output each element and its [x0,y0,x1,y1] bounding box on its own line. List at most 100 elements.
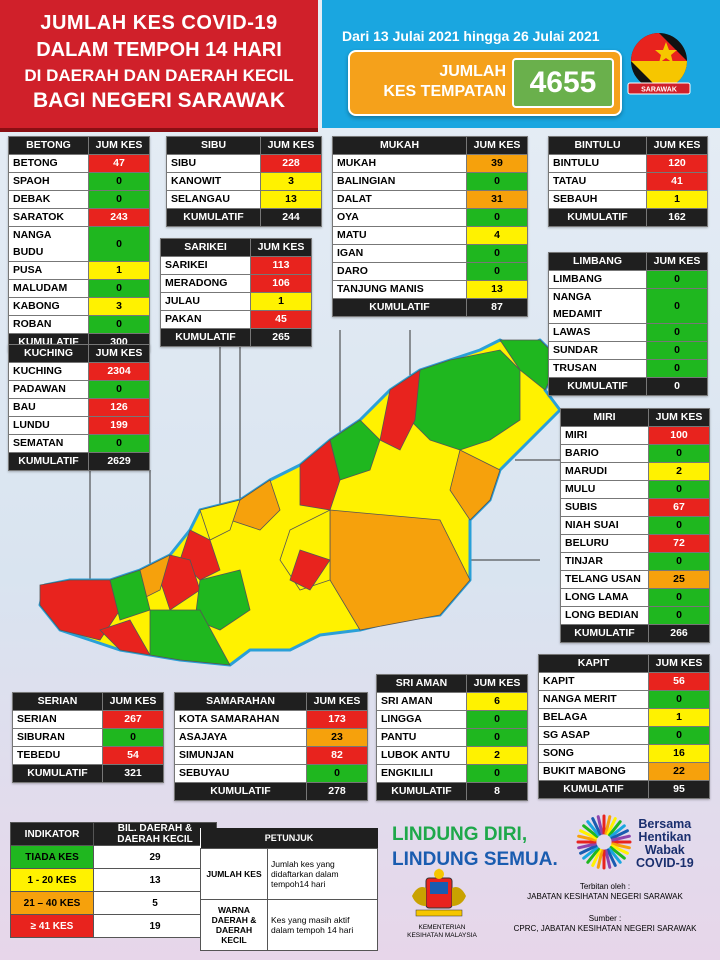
table-bintulu: BINTULU JUM KES BINTULU 120 TATAU 41 SEBAUH 1 K… [548,136,708,227]
table-miri: MIRI JUM KES MIRI 100 BARIO 0 MARUDI 2 MULU 0 SUB… [560,408,710,643]
district-name: ASAJAYA [174,728,307,747]
table-row: BELAGA 1 [538,708,710,727]
case-count: 2 [648,462,710,481]
region-kuching [39,579,121,641]
district-name: TINJAR [560,552,649,571]
table-row: NANGA MEDAMIT 0 [548,288,708,324]
kkm-label: KEMENTERIAN KESIHATAN MALAYSIA [407,924,477,939]
case-count: 72 [648,534,710,553]
region-telang-usan [449,449,501,521]
table-row: IGAN 0 [332,244,528,263]
table-row: DALAT 31 [332,190,528,209]
case-count: 1 [250,292,312,311]
kkm-crest-icon [412,868,466,917]
table-row: KUCHING 2304 [8,362,150,381]
district-name: BAU [8,398,89,417]
table-row: SIBURAN 0 [12,728,164,747]
district-name: PUSA [8,261,89,280]
case-count: 0 [88,226,150,262]
total-cases-box: JUMLAH KES TEMPATAN 4655 [348,50,622,116]
district-name: SG ASAP [538,726,649,745]
district-name: NIAH SUAI [560,516,649,535]
legend-count: 5 [93,891,217,915]
case-count: 0 [88,315,150,334]
district-name: SUNDAR [548,341,647,360]
district-name: MERADONG [160,274,251,293]
case-count: 0 [88,172,150,191]
case-count: 13 [260,190,322,209]
case-count: 2304 [88,362,150,381]
district-name: LIMBANG [548,270,647,289]
district-name: BUKIT MABONG [538,762,649,781]
total-value: 4655 [512,58,614,108]
publisher-info: Terbitan oleh : JABATAN KESIHATAN NEGERI… [513,882,697,933]
district-name: SIBU [166,154,261,173]
table-row: JULAU 1 [160,292,312,311]
table-row: NIAH SUAI 0 [560,516,710,535]
case-count: 0 [466,710,528,729]
kumulatif-value: 0 [646,377,708,396]
district-name: MALUDAM [8,279,89,298]
table-row: OYA 0 [332,208,528,227]
district-name: KOTA SAMARAHAN [174,710,307,729]
case-count: 39 [466,154,528,173]
header-total-panel: Dari 13 Julai 2021 hingga 26 Julai 2021 … [322,0,720,128]
case-count: 199 [88,416,150,435]
sarawak-logo: SARAWAK [627,33,691,95]
district-name: SERIAN [12,710,103,729]
district-name: KUCHING [8,362,89,381]
table-row: KAPIT 56 [538,672,710,691]
kumulatif-row: KUMULATIF 278 [174,782,368,801]
legend-count: 13 [93,868,217,892]
kumulatif-row: KUMULATIF 244 [166,208,322,227]
region-miri [379,369,421,451]
case-count: 4 [466,226,528,245]
legend-row: ≥ 41 KES 19 [10,914,217,938]
table-samarahan: SAMARAHAN JUM KES KOTA SAMARAHAN 173 ASAJAY… [174,692,368,801]
district-name: ROBAN [8,315,89,334]
district-name: TRUSAN [548,359,647,378]
district-name: SARIKEI [160,256,251,275]
kumulatif-row: KUMULATIF 162 [548,208,708,227]
district-name: MUKAH [332,154,467,173]
case-count: 0 [648,690,710,709]
table-row: SEBAUH 1 [548,190,708,209]
case-count: 23 [306,728,368,747]
table-row: ASAJAYA 23 [174,728,368,747]
case-count: 0 [648,726,710,745]
district-name: LAWAS [548,323,647,342]
case-count: 0 [648,480,710,499]
case-count: 0 [88,190,150,209]
table-betong: BETONG JUM KES BETONG 47 SPAOH 0 DEBAK 0 SARATO… [8,136,150,352]
district-name: NANGA MERIT [538,690,649,709]
district-name: MARUDI [560,462,649,481]
district-name: JULAU [160,292,251,311]
sarawak-map [38,330,562,667]
district-name: TANJUNG MANIS [332,280,467,299]
table-row: SARATOK 243 [8,208,150,227]
period-text: Dari 13 Julai 2021 hingga 26 Julai 2021 [342,28,600,44]
table-row: BALINGIAN 0 [332,172,528,191]
svg-text:SARAWAK: SARAWAK [641,87,677,94]
kumulatif-row: KUMULATIF 321 [12,764,164,783]
slogan: LINDUNG DIRI, LINDUNG SEMUA. [392,824,558,870]
table-row: SRI AMAN 6 [376,692,528,711]
legend-indicator: ≥ 41 KES [10,914,94,938]
district-name: DARO [332,262,467,281]
campaign-burst-icon [576,814,632,870]
table-row: KOTA SAMARAHAN 173 [174,710,368,729]
district-name: SARATOK [8,208,89,227]
district-name: NANGA MEDAMIT [548,288,647,324]
table-row: SEMATAN 0 [8,434,150,453]
district-name: ENGKILILI [376,764,467,783]
kumulatif-value: 162 [646,208,708,227]
district-name: TEBEDU [12,746,103,765]
case-count: 0 [648,552,710,571]
district-name: BELURU [560,534,649,553]
case-count: 16 [648,744,710,763]
kumulatif-value: 278 [306,782,368,801]
case-count: 0 [466,262,528,281]
table-row: LAWAS 0 [548,323,708,342]
kumulatif-value: 2629 [88,452,150,471]
region-bintulu [299,439,341,511]
